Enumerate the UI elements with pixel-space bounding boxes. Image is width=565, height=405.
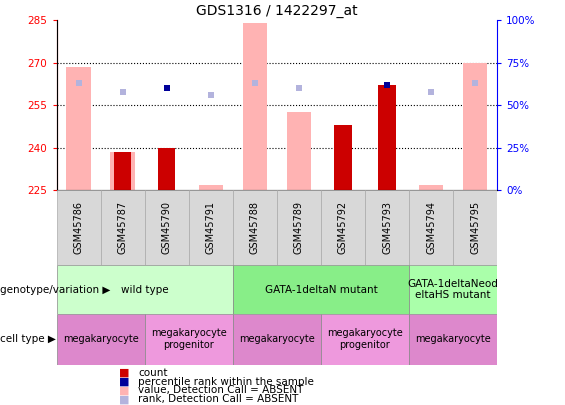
Bar xyxy=(277,190,321,265)
Bar xyxy=(56,314,145,364)
Text: megakaryocyte: megakaryocyte xyxy=(239,334,315,344)
Bar xyxy=(321,190,365,265)
Text: ■: ■ xyxy=(119,386,129,395)
Bar xyxy=(243,23,267,190)
Text: megakaryocyte: megakaryocyte xyxy=(415,334,491,344)
Text: GSM45792: GSM45792 xyxy=(338,201,348,254)
Text: GSM45791: GSM45791 xyxy=(206,201,216,254)
Bar xyxy=(233,190,277,265)
Bar xyxy=(158,148,176,190)
Bar xyxy=(111,152,134,190)
Bar xyxy=(233,314,321,364)
Text: rank, Detection Call = ABSENT: rank, Detection Call = ABSENT xyxy=(138,394,299,404)
Bar xyxy=(378,85,396,190)
Text: cell type ▶: cell type ▶ xyxy=(0,334,56,344)
Text: GATA-1deltaNeod
eltaHS mutant: GATA-1deltaNeod eltaHS mutant xyxy=(408,279,498,301)
Bar xyxy=(409,314,497,364)
Bar xyxy=(409,265,497,314)
Text: ■: ■ xyxy=(119,368,129,377)
Text: genotype/variation ▶: genotype/variation ▶ xyxy=(0,285,110,294)
Text: wild type: wild type xyxy=(121,285,168,294)
Text: GSM45788: GSM45788 xyxy=(250,201,260,254)
Text: GSM45789: GSM45789 xyxy=(294,201,304,254)
Bar xyxy=(419,185,443,190)
Text: count: count xyxy=(138,368,168,377)
Text: megakaryocyte: megakaryocyte xyxy=(63,334,138,344)
Text: GATA-1deltaN mutant: GATA-1deltaN mutant xyxy=(264,285,377,294)
Bar xyxy=(56,190,101,265)
Bar xyxy=(321,314,409,364)
Text: ■: ■ xyxy=(119,377,129,386)
Bar xyxy=(409,190,453,265)
Bar xyxy=(101,190,145,265)
Text: megakaryocyte
progenitor: megakaryocyte progenitor xyxy=(327,328,403,350)
Bar xyxy=(189,190,233,265)
Bar xyxy=(287,113,311,190)
Bar xyxy=(233,265,409,314)
Text: megakaryocyte
progenitor: megakaryocyte progenitor xyxy=(151,328,227,350)
Text: value, Detection Call = ABSENT: value, Detection Call = ABSENT xyxy=(138,386,304,395)
Text: GSM45795: GSM45795 xyxy=(470,201,480,254)
Bar xyxy=(334,125,352,190)
Bar xyxy=(114,152,132,190)
Bar xyxy=(145,314,233,364)
Bar xyxy=(145,190,189,265)
Text: ■: ■ xyxy=(119,394,129,404)
Text: GSM45790: GSM45790 xyxy=(162,201,172,254)
Title: GDS1316 / 1422297_at: GDS1316 / 1422297_at xyxy=(196,4,358,18)
Text: GSM45793: GSM45793 xyxy=(382,201,392,254)
Bar xyxy=(199,185,223,190)
Bar xyxy=(453,190,497,265)
Bar xyxy=(463,63,487,190)
Bar xyxy=(56,265,233,314)
Bar xyxy=(365,190,409,265)
Text: percentile rank within the sample: percentile rank within the sample xyxy=(138,377,314,386)
Bar xyxy=(67,67,90,190)
Text: GSM45794: GSM45794 xyxy=(426,201,436,254)
Text: GSM45787: GSM45787 xyxy=(118,201,128,254)
Text: GSM45786: GSM45786 xyxy=(73,201,84,254)
